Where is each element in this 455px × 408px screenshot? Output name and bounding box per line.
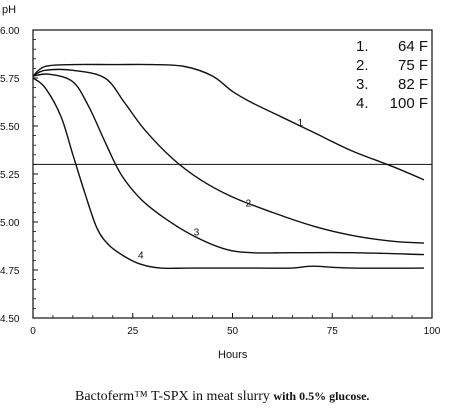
curve-label-2: 2 <box>246 199 252 210</box>
caption-suffix: with 0.5% glucose. <box>273 389 369 403</box>
legend-label: 100 F <box>390 95 428 112</box>
legend-number: 3. <box>356 76 369 93</box>
legend-label: 82 F <box>398 76 428 93</box>
x-axis-label: Hours <box>218 349 248 361</box>
legend-number: 2. <box>356 57 369 74</box>
x-tick-label: 0 <box>30 326 36 337</box>
y-tick-label: 4.50 <box>0 314 20 325</box>
legend-label: 64 F <box>398 38 428 55</box>
y-tick-label: 5.00 <box>0 218 20 229</box>
curve-label-1: 1 <box>298 118 304 129</box>
series-line-4 <box>32 77 425 270</box>
plot-frame <box>32 29 433 319</box>
y-tick-label: 5.25 <box>0 170 20 181</box>
curve-labels: 1 2 3 4 <box>138 118 304 261</box>
curve-label-4: 4 <box>138 250 144 261</box>
curve-label-3: 3 <box>194 227 200 238</box>
caption: Bactoferm™ T-SPX in meat slurry with 0.5… <box>75 389 369 404</box>
y-tick-labels: 6.00 5.75 5.50 5.25 5.00 4.75 4.50 <box>0 26 20 325</box>
y-tick-label: 4.75 <box>0 266 20 277</box>
y-tick-label: 5.50 <box>0 122 20 133</box>
series-line-2 <box>32 68 425 244</box>
y-tick-label: 5.75 <box>0 74 20 85</box>
x-tick-labels: 0 25 50 75 100 <box>30 326 441 337</box>
caption-title: Bactoferm™ T-SPX in meat slurry <box>75 389 270 404</box>
series-group <box>32 63 425 270</box>
legend-label: 75 F <box>398 57 428 74</box>
x-tick-label: 75 <box>327 326 339 337</box>
y-tick-label: 6.00 <box>0 26 20 37</box>
x-tick-label: 25 <box>127 326 139 337</box>
series-line-3 <box>32 73 425 256</box>
legend-number: 1. <box>356 38 369 55</box>
x-tick-label: 50 <box>227 326 239 337</box>
series-line-1 <box>32 63 425 181</box>
y-axis-label: pH <box>2 4 16 16</box>
legend-number: 4. <box>356 95 369 112</box>
legend: 1. 64 F 2. 75 F 3. 82 F 4. 100 F <box>356 38 428 112</box>
x-tick-label: 100 <box>424 326 441 337</box>
